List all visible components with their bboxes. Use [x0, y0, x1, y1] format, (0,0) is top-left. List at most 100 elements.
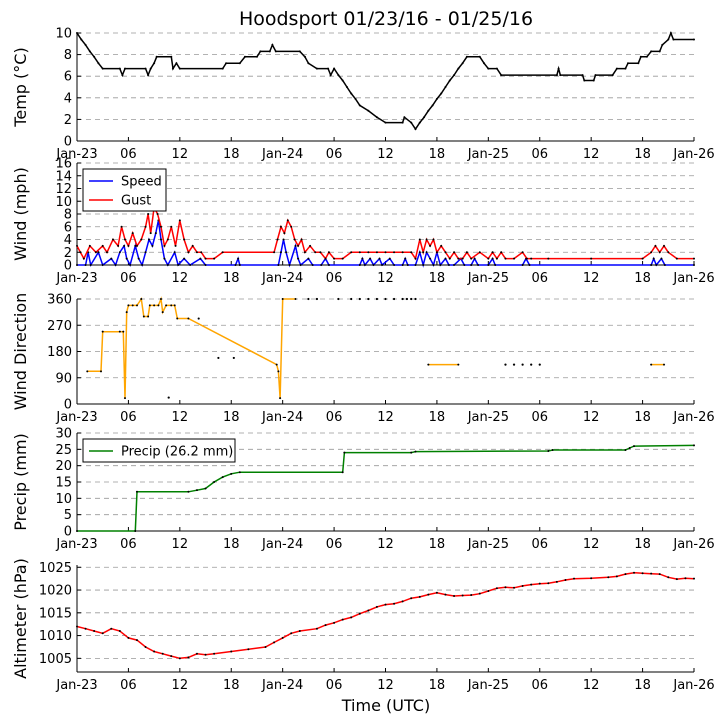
wind-data-point — [491, 257, 494, 260]
wind-legend-label: Speed — [121, 175, 162, 190]
temp-data-point — [500, 74, 503, 77]
wind-y-tick-label: 0 — [64, 259, 72, 274]
temp-x-tick-label: 12 — [583, 147, 600, 162]
wind-data-point — [495, 257, 498, 260]
temp-data-point — [615, 67, 618, 70]
altimeter-y-tick-label: 1010 — [39, 629, 72, 644]
wind-data-point — [693, 264, 695, 266]
altimeter-data-point — [487, 589, 490, 592]
wind-data-point — [88, 244, 91, 247]
temp-data-point — [303, 55, 306, 58]
precip-legend-label: Precip (26.2 mm) — [121, 445, 233, 460]
temp-x-tick-label: Jan-25 — [467, 147, 509, 162]
wind_direction-y-tick-label: 270 — [47, 319, 72, 334]
temp-data-point — [559, 74, 562, 77]
wind_direction-y-tick-label: 180 — [47, 345, 72, 360]
wind_direction-x-tick-label: 06 — [326, 410, 343, 425]
temp-data-point — [435, 97, 438, 100]
wind-data-point — [144, 251, 147, 254]
precip-y-tick-label: 0 — [64, 525, 72, 540]
altimeter-data-point — [350, 616, 353, 619]
precip-y-tick-label: 15 — [55, 476, 72, 491]
wind-data-point — [114, 264, 117, 266]
wind-data-point — [361, 257, 364, 260]
temp-data-point — [101, 67, 104, 70]
wind-data-point — [300, 238, 303, 241]
wind-data-point — [290, 225, 293, 228]
wind_direction-scatter-point — [414, 297, 417, 301]
wind-data-point — [327, 264, 330, 266]
wind_direction-data-point — [147, 315, 150, 318]
altimeter-data-point — [401, 600, 404, 603]
wind-data-point — [204, 257, 207, 260]
wind-data-point — [521, 251, 524, 254]
temp-data-point — [592, 79, 595, 82]
wind-y-axis-label: Wind (mph) — [11, 167, 30, 261]
altimeter-x-tick-label: Jan-26 — [672, 678, 714, 693]
temp-data-point — [427, 109, 430, 112]
wind-data-point — [422, 251, 425, 254]
temp-data-point — [80, 38, 83, 41]
precip-legend-box — [82, 438, 236, 463]
wind_direction-data-point — [176, 317, 179, 320]
temp-x-tick-label: 18 — [429, 147, 446, 162]
altimeter-data-point — [555, 580, 558, 583]
precip-data-point — [134, 530, 137, 532]
temp-data-point — [337, 74, 340, 77]
temp-data-point — [611, 74, 614, 77]
altimeter-data-point — [410, 597, 413, 600]
wind-x-tick-label: 18 — [429, 271, 446, 286]
wind-data-point — [151, 244, 154, 247]
temp-data-point — [403, 116, 406, 119]
temp-data-point — [624, 67, 627, 70]
temp-data-point — [418, 121, 421, 124]
wind-data-point — [276, 238, 279, 241]
altimeter-data-point — [590, 577, 593, 580]
wind-data-point — [521, 264, 524, 266]
wind_direction-scatter-point — [167, 396, 170, 399]
altimeter-data-point — [615, 575, 618, 578]
wind_direction-data-point — [99, 370, 102, 373]
wind-data-point — [547, 257, 550, 260]
altimeter-data-point — [358, 612, 361, 615]
wind-y-tick-label: 6 — [64, 220, 72, 235]
altimeter-data-point — [153, 650, 156, 653]
wind-data-point — [297, 244, 300, 247]
wind-data-point — [461, 257, 464, 260]
altimeter-data-point — [101, 632, 104, 635]
wind_direction-data-point — [279, 397, 282, 400]
wind-data-point — [101, 264, 104, 266]
wind-data-point — [675, 257, 678, 260]
wind-data-point — [369, 257, 372, 260]
temp-data-point — [84, 43, 87, 46]
wind-data-point — [191, 244, 194, 247]
precip-data-point — [628, 447, 631, 450]
precip-data-point — [221, 476, 224, 479]
altimeter-data-point — [633, 571, 636, 574]
wind-x-tick-label: 12 — [377, 271, 394, 286]
wind-data-point — [500, 251, 503, 254]
wind-data-point — [283, 232, 286, 235]
wind-data-point — [410, 251, 413, 254]
wind-data-point — [277, 264, 280, 266]
wind-y-tick-label: 12 — [55, 182, 72, 197]
wind-legend-box — [82, 168, 167, 212]
temp-data-point — [155, 55, 158, 58]
precip-data-point — [76, 530, 78, 532]
wind_direction-scatter-point — [401, 297, 404, 301]
wind-data-point — [658, 251, 661, 254]
altimeter-x-tick-label: 12 — [377, 678, 394, 693]
wind-data-point — [174, 244, 177, 247]
altimeter-data-point — [393, 602, 396, 605]
temp-data-point — [457, 67, 460, 70]
wind_direction-scatter-point — [410, 297, 413, 301]
altimeter-data-point — [564, 579, 567, 582]
wind_direction-data-point — [131, 304, 134, 307]
wind_direction-scatter-point — [384, 297, 387, 301]
wind-y-tick-label: 2 — [64, 246, 72, 261]
wind-data-point — [429, 257, 432, 260]
wind_direction-data-point — [125, 311, 128, 314]
wind_direction-series-line-0 — [87, 296, 296, 399]
wind-data-point — [237, 257, 240, 260]
wind-data-point — [406, 264, 409, 266]
